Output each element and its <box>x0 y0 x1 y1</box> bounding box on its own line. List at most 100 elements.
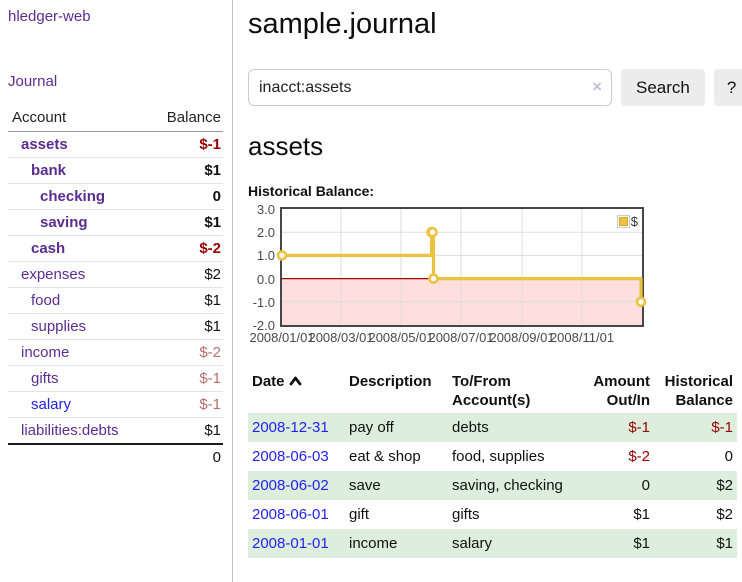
account-row: gifts $-1 <box>8 366 223 392</box>
help-button[interactable]: ? <box>713 69 742 106</box>
journal-link[interactable]: Journal <box>8 73 58 90</box>
transaction-accounts: debts <box>448 413 576 442</box>
y-tick-label: 3.0 <box>256 202 275 217</box>
transaction-accounts: salary <box>448 529 576 558</box>
y-axis-labels: 3.0 2.0 1.0 0.0 -1.0 -2.0 <box>248 202 280 333</box>
transaction-description: eat & shop <box>349 448 421 465</box>
transaction-description: pay off <box>345 413 448 442</box>
x-axis-labels: 2008/01/01 2008/03/01 2008/05/01 2008/07/01… <box>249 330 742 350</box>
sidebar: hledger-web Journal Account Balance asse… <box>0 0 233 582</box>
account-link-gifts[interactable]: gifts <box>31 370 59 387</box>
account-row: cash $-2 <box>8 236 223 262</box>
account-heading: assets <box>248 131 324 161</box>
transaction-row: 2008-06-01 gift gifts $1 $2 <box>248 500 737 529</box>
search-input[interactable] <box>248 69 612 106</box>
clear-search-icon[interactable]: × <box>592 77 602 96</box>
account-balance: $-1 <box>199 370 221 387</box>
account-balance: $2 <box>204 266 221 283</box>
column-header-balance: Historical Balance <box>664 373 733 409</box>
transaction-date-link[interactable]: 2008-06-02 <box>252 477 329 494</box>
accounts-total-value: 0 <box>212 449 221 466</box>
account-link-income[interactable]: income <box>21 344 70 361</box>
transaction-date-link[interactable]: 2008-06-03 <box>252 448 329 465</box>
accounts-table-body: assets $-1 bank $1 checking 0 saving $1 cash $-2 e… <box>8 132 223 445</box>
account-row: bank $1 <box>8 158 223 184</box>
x-tick-label: 2008/01/01 <box>249 330 315 345</box>
transaction-amount: $-2 <box>628 448 650 465</box>
transaction-date-link[interactable]: 2008-12-31 <box>252 419 329 436</box>
account-balance: $1 <box>204 214 221 231</box>
transaction-row: 2008-01-01 income salary $1 $1 <box>248 529 737 558</box>
account-balance: $1 <box>204 318 221 335</box>
transaction-balance: $2 <box>716 506 733 523</box>
account-balance: 0 <box>212 188 221 205</box>
transaction-description: gift <box>349 506 370 523</box>
balance-chart-svg <box>276 209 647 325</box>
app-title-link[interactable]: hledger-web <box>8 8 91 25</box>
legend-label: $ <box>630 214 638 229</box>
account-link-supplies[interactable]: supplies <box>31 318 87 335</box>
account-link-salary[interactable]: salary <box>31 396 72 413</box>
register-table-body: 2008-12-31 pay off debts $-1 $-1 2008-06-03 ea… <box>248 413 737 558</box>
transaction-date-link[interactable]: 2008-01-01 <box>252 535 329 552</box>
accounts-header-account: Account <box>12 109 67 126</box>
transaction-accounts: saving, checking <box>448 471 576 500</box>
column-header-amount: Amount Out/In <box>593 373 650 409</box>
account-row: food $1 <box>8 288 223 314</box>
y-tick-label: -1.0 <box>252 294 275 310</box>
register-table-head: Date Description To/From Account(s) Amou… <box>248 370 737 413</box>
register-table: Date Description To/From Account(s) Amou… <box>248 370 737 558</box>
account-row: expenses $2 <box>8 262 223 288</box>
account-row: supplies $1 <box>8 314 223 340</box>
search-bar: × Search ? <box>248 69 742 106</box>
x-tick-label: 2008/05/01 <box>368 330 434 345</box>
account-link-checking[interactable]: checking <box>40 188 106 205</box>
date-header-label: Date <box>252 373 285 390</box>
account-row: salary $-1 <box>8 392 223 418</box>
transaction-accounts: food, supplies <box>452 448 545 465</box>
account-link-assets[interactable]: assets <box>21 136 68 153</box>
account-balance: $-2 <box>199 344 221 361</box>
transaction-accounts: gifts <box>452 506 480 523</box>
column-header-date[interactable]: Date <box>248 370 345 413</box>
account-row: checking 0 <box>8 184 223 210</box>
account-row: saving $1 <box>8 210 223 236</box>
account-link-food[interactable]: food <box>31 292 61 309</box>
accounts-total-row: 0 <box>8 445 223 470</box>
accounts-table: Account Balance assets $-1 bank $1 checking 0… <box>8 106 223 470</box>
transaction-amount: $-1 <box>576 413 654 442</box>
account-balance: $1 <box>204 292 221 309</box>
y-tick-label: 1.0 <box>256 248 275 264</box>
transaction-amount: 0 <box>576 471 654 500</box>
y-tick-label: 2.0 <box>256 225 275 241</box>
account-link-liabilities-debts[interactable]: liabilities:debts <box>21 422 119 439</box>
main-content: sample.journal × Search ? assets Histori… <box>233 0 742 582</box>
accounts-table-header: Account Balance <box>8 106 223 132</box>
account-link-cash[interactable]: cash <box>31 240 66 257</box>
account-link-bank[interactable]: bank <box>31 162 67 179</box>
account-link-expenses[interactable]: expenses <box>21 266 86 283</box>
app-title: hledger-web <box>8 8 223 26</box>
transaction-date-link[interactable]: 2008-06-01 <box>252 506 329 523</box>
balance-chart: 3.0 2.0 1.0 0.0 -1.0 -2.0 $ <box>248 202 742 333</box>
account-link-saving[interactable]: saving <box>40 214 88 231</box>
account-row: income $-2 <box>8 340 223 366</box>
account-balance: $-1 <box>199 136 221 153</box>
y-tick-label: 0.0 <box>256 271 275 287</box>
transaction-row: 2008-12-31 pay off debts $-1 $-1 <box>248 413 737 442</box>
legend-swatch-icon <box>616 215 630 228</box>
search-button[interactable]: Search <box>621 69 705 106</box>
chart-title: Historical Balance: <box>248 183 375 199</box>
transaction-balance: $1 <box>654 529 737 558</box>
transaction-row: 2008-06-03 eat & shop food, supplies $-2 0 <box>248 442 737 471</box>
transaction-amount: $1 <box>576 529 654 558</box>
account-balance: $-1 <box>199 396 221 413</box>
transaction-balance: $2 <box>654 471 737 500</box>
transaction-balance: $-1 <box>654 413 737 442</box>
transaction-row: 2008-06-02 save saving, checking 0 $2 <box>248 471 737 500</box>
x-tick-label: 2008/09/01 <box>489 330 555 345</box>
transaction-description: income <box>345 529 448 558</box>
account-row: liabilities:debts $1 <box>8 418 223 445</box>
journal-nav: Journal <box>8 73 223 91</box>
